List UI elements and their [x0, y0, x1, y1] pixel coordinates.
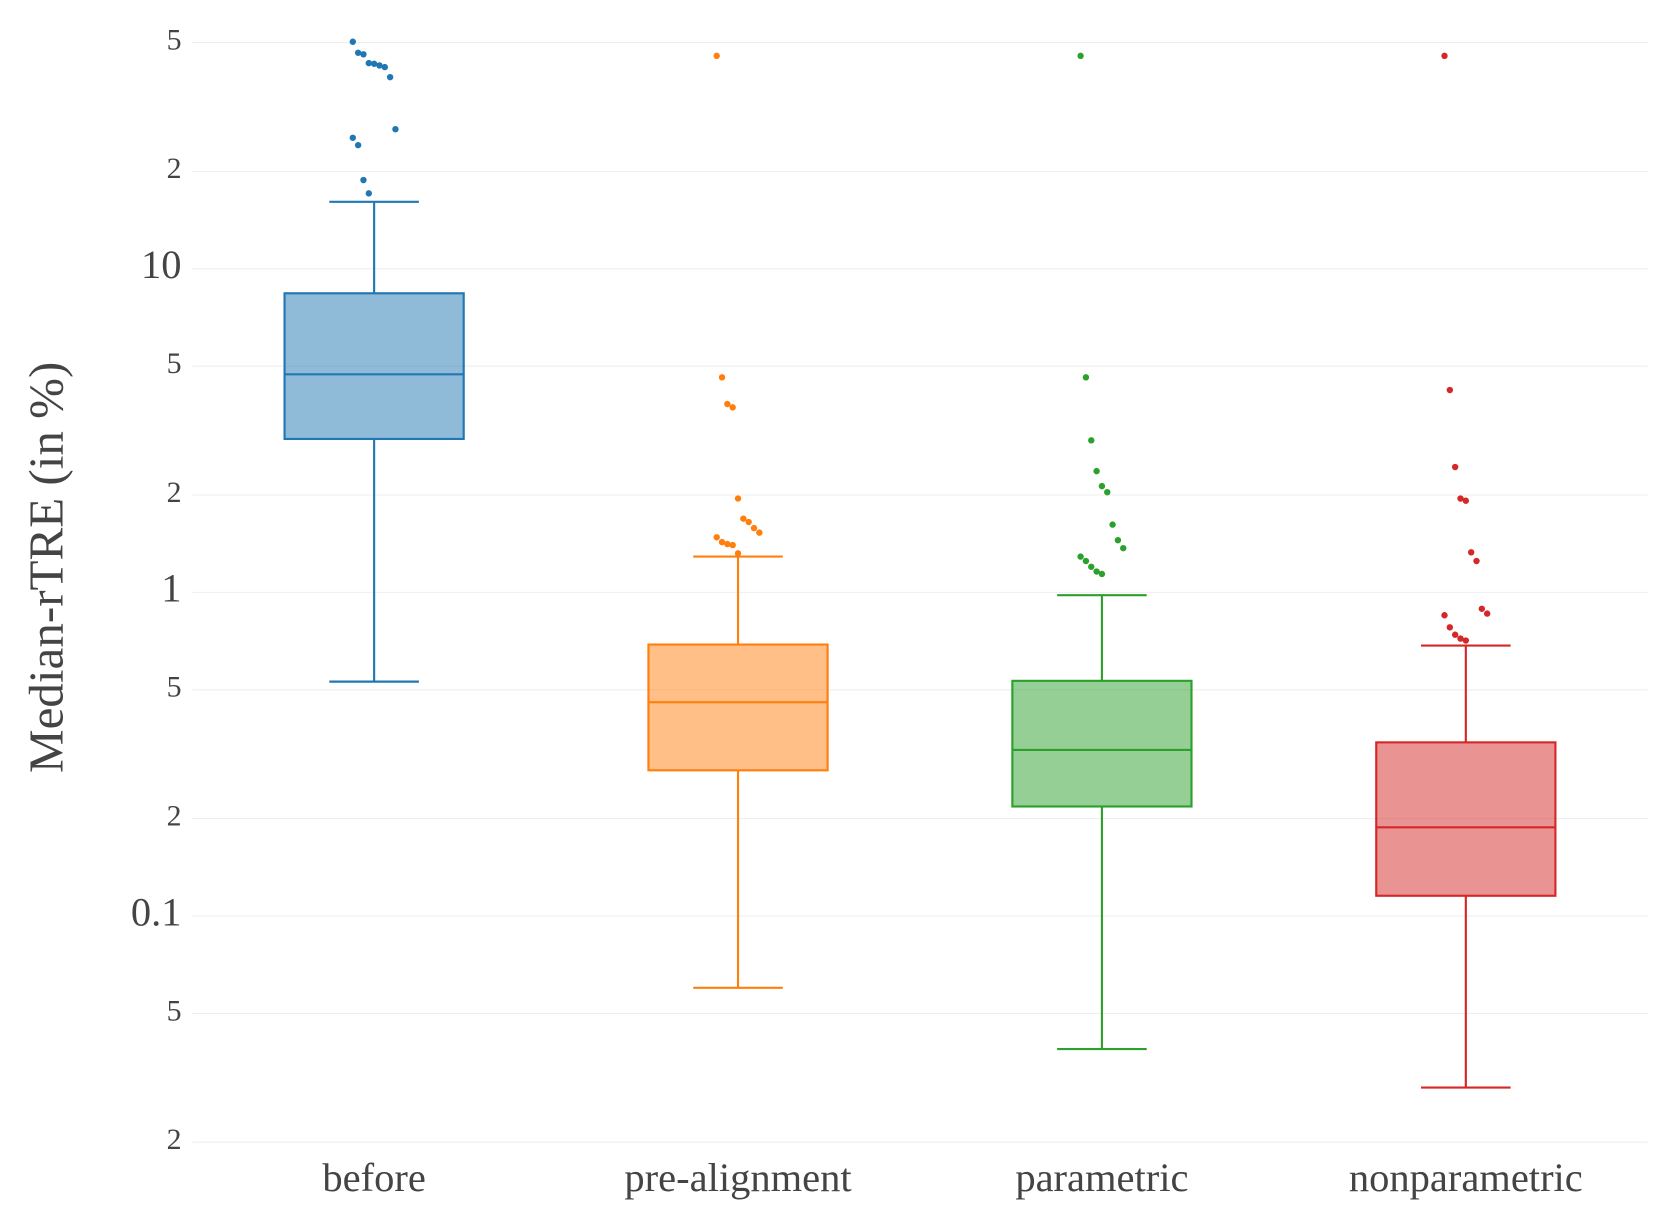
outlier — [724, 400, 731, 408]
y-tick-label: 0.1 — [131, 889, 182, 934]
outlier — [1109, 521, 1116, 528]
y-tick-label: 5 — [167, 347, 182, 380]
outlier — [1088, 437, 1095, 444]
outlier — [386, 73, 394, 81]
outlier — [360, 176, 367, 184]
outlier — [734, 495, 742, 502]
outlier — [1462, 497, 1470, 504]
outlier — [729, 541, 736, 549]
box — [283, 292, 465, 441]
outlier — [713, 534, 720, 541]
y-tick-label: 2 — [167, 799, 182, 832]
outlier — [1451, 463, 1459, 471]
outlier — [1451, 631, 1459, 638]
outlier — [1457, 635, 1464, 642]
outlier — [1467, 549, 1475, 556]
outlier — [1114, 536, 1122, 544]
outlier — [1441, 612, 1448, 619]
outlier — [1446, 386, 1454, 394]
outlier — [354, 49, 362, 56]
outlier — [1088, 563, 1095, 570]
outlier — [718, 538, 726, 546]
box — [1011, 679, 1193, 808]
outlier — [376, 62, 383, 69]
y-tick-label: 2 — [167, 152, 182, 185]
outlier — [745, 518, 752, 526]
outlier — [1093, 467, 1100, 475]
y-tick-label: 2 — [167, 476, 182, 509]
outlier — [1077, 553, 1084, 560]
y-tick-label: 1 — [161, 566, 181, 611]
outlier — [713, 52, 720, 60]
y-tick-label: 5 — [167, 671, 182, 704]
outlier — [1457, 495, 1464, 502]
outlier — [360, 51, 367, 58]
outlier — [1120, 544, 1127, 552]
x-tick-label: nonparametric — [1349, 1155, 1583, 1200]
y-tick-label: 2 — [167, 1123, 182, 1156]
box — [1375, 741, 1557, 897]
outlier — [1441, 52, 1448, 60]
outlier — [1093, 568, 1100, 575]
y-tick-label: 10 — [141, 242, 182, 287]
outlier — [1483, 610, 1491, 617]
outlier — [370, 60, 378, 67]
y-tick-label: 5 — [167, 994, 182, 1027]
outlier — [365, 59, 372, 67]
outlier — [349, 134, 356, 141]
outlier — [724, 540, 731, 548]
outlier — [365, 190, 372, 197]
outlier — [1082, 557, 1090, 565]
outlier — [750, 524, 758, 532]
x-tick-label: pre-alignment — [624, 1155, 852, 1200]
outlier — [734, 550, 742, 557]
outlier — [718, 374, 726, 381]
outlier — [740, 515, 747, 522]
outlier — [1104, 488, 1111, 496]
outlier — [381, 63, 388, 71]
outlier — [1098, 482, 1106, 490]
y-axis-label: Median-rTRE (in %) — [19, 362, 74, 773]
outlier — [1446, 624, 1454, 631]
outlier — [1478, 605, 1486, 612]
outlier — [756, 529, 763, 536]
box — [647, 643, 829, 772]
outlier — [392, 125, 399, 133]
outlier — [354, 141, 362, 149]
outlier — [1462, 637, 1470, 644]
outlier — [1082, 374, 1090, 381]
y-tick-label: 5 — [167, 23, 182, 56]
outlier — [1077, 52, 1084, 60]
x-tick-label: before — [322, 1155, 425, 1200]
outlier — [1473, 557, 1480, 565]
outlier — [729, 404, 736, 411]
outlier — [1098, 570, 1106, 578]
outlier — [349, 38, 356, 45]
x-tick-label: parametric — [1015, 1155, 1188, 1200]
